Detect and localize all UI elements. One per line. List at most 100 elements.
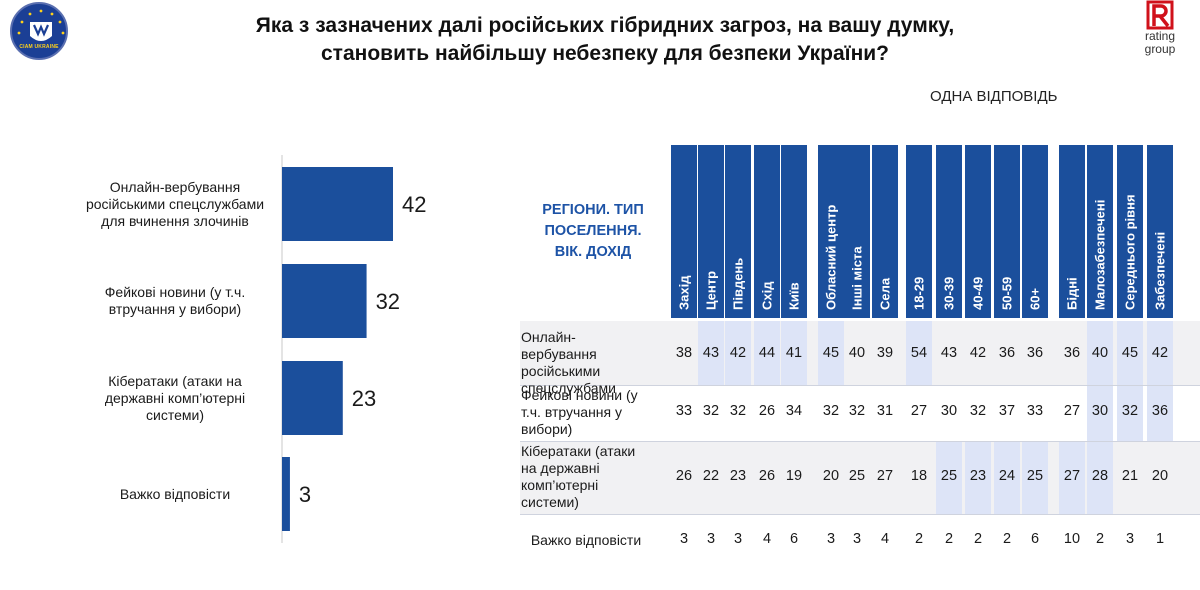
table-row-band: [520, 321, 1200, 385]
highlight-cell: [1087, 385, 1113, 441]
table-header-title-line: ВІК. ДОХІД: [554, 244, 632, 260]
table-cell: 3: [852, 531, 862, 547]
row-label-line: Фейкові новини (у: [521, 386, 638, 403]
bar-category-label-line: Фейкові новини (у т.ч.: [104, 284, 246, 300]
bar-value-label: 3: [299, 482, 311, 507]
table-cell: 1: [1155, 531, 1165, 547]
table-cell: 10: [1063, 531, 1081, 547]
column-header: Малозабезпечені: [1087, 145, 1113, 318]
column-header: Центр: [698, 145, 724, 318]
row-label-line: Важко відповісти: [530, 531, 642, 548]
column-header-label: Центр: [703, 270, 719, 310]
table-cell: 2: [973, 531, 983, 547]
table-cell: 40: [1091, 345, 1109, 361]
bar-category-label: Кібератаки (атаки на державні комп’ютерні…: [75, 373, 275, 424]
highlight-cell: [1022, 441, 1048, 514]
column-header-label: Забезпечені: [1152, 231, 1168, 310]
column-header: 50-59: [994, 145, 1020, 318]
column-header: Київ: [781, 145, 807, 318]
row-label-line: російськими: [521, 362, 601, 379]
highlight-cell: [1147, 321, 1173, 385]
table-cell: 6: [789, 531, 799, 547]
table-cell: 19: [785, 468, 803, 484]
highlight-cell: [781, 321, 807, 385]
table-cell: 3: [733, 531, 743, 547]
table-cell: 34: [785, 403, 803, 419]
title-line-2: становить найбільшу небезпеку для безпек…: [321, 42, 889, 65]
table-header-title-line: РЕГІОНИ. ТИП: [542, 202, 644, 218]
table-cell: 3: [1125, 531, 1135, 547]
highlight-cell: [725, 321, 751, 385]
table-cell: 43: [702, 345, 720, 361]
column-header-label: 50-59: [999, 276, 1015, 310]
column-header-label: 18-29: [911, 276, 927, 310]
table-cell: 26: [758, 403, 776, 419]
row-label-line: вибори): [521, 420, 573, 437]
table-cell: 25: [848, 468, 866, 484]
row-divider: [520, 385, 1200, 386]
column-header: Схід: [754, 145, 780, 318]
table-cell: 32: [822, 403, 840, 419]
column-header-label: Київ: [786, 282, 802, 310]
table-cell: 45: [1121, 345, 1139, 361]
highlight-cell: [936, 441, 962, 514]
table-cell: 30: [1091, 403, 1109, 419]
highlight-cell: [1087, 321, 1113, 385]
column-header: 30-39: [936, 145, 962, 318]
highlight-cell: [1147, 385, 1173, 441]
highlight-cell: [754, 321, 780, 385]
table-cell: 27: [910, 403, 928, 419]
table-cell: 40: [848, 345, 866, 361]
column-header-label: Середнього рівня: [1122, 194, 1138, 310]
table-header-title: РЕГІОНИ. ТИП ПОСЕЛЕННЯ. ВІК. ДОХІД: [528, 200, 658, 263]
logo-emblem-icon: [17, 9, 65, 41]
one-answer-note: ОДНА ВІДПОВІДЬ: [930, 88, 1058, 105]
row-divider: [520, 514, 1200, 515]
table-cell: 36: [998, 345, 1016, 361]
table-cell: 27: [876, 468, 894, 484]
bar-category-label-line: Онлайн-вербування: [109, 178, 241, 195]
highlight-cell: [1117, 385, 1143, 441]
column-header-label: Села: [877, 277, 893, 310]
table-cell: 44: [758, 345, 776, 361]
table-cell: 31: [876, 403, 894, 419]
bar: [282, 167, 393, 241]
bar: [282, 361, 343, 435]
rating-group-logo: rating group: [1130, 0, 1190, 56]
table-cell: 2: [1095, 531, 1105, 547]
table-cell: 42: [729, 345, 747, 361]
row-label-line: системи): [521, 494, 579, 510]
column-header: Села: [872, 145, 898, 318]
table-row-band: [520, 441, 1200, 514]
page-title: Яка з зазначених далі російських гібридн…: [180, 12, 1030, 68]
table-cell: 32: [729, 403, 747, 419]
column-header-label: Бідні: [1064, 277, 1080, 310]
column-header-label: Захід: [676, 275, 692, 310]
table-cell: 54: [910, 345, 928, 361]
table-cell: 39: [876, 345, 894, 361]
bar-value-label: 32: [376, 289, 400, 314]
highlight-cell: [965, 441, 991, 514]
column-header-label: Південь: [730, 257, 746, 310]
table-cell: 27: [1063, 468, 1081, 484]
table-cell: 41: [785, 345, 803, 361]
title-line-1: Яка з зазначених далі російських гібридн…: [255, 14, 955, 37]
table-cell: 20: [1151, 468, 1169, 484]
row-label: Онлайн-вербування російськими спецслужбами: [521, 329, 651, 397]
bar-category-label-line: втручання у вибори): [108, 301, 242, 317]
table-cell: 42: [969, 345, 987, 361]
table-cell: 38: [675, 345, 693, 361]
table-cell: 3: [679, 531, 689, 547]
column-header: Захід: [671, 145, 697, 318]
highlight-cell: [1059, 441, 1085, 514]
table-cell: 21: [1121, 468, 1139, 484]
row-label-line: т.ч. втручання у: [521, 403, 623, 420]
table-cell: 4: [880, 531, 890, 547]
highlight-cell: [906, 321, 932, 385]
highlight-cell: [1117, 321, 1143, 385]
table-cell: 24: [998, 468, 1016, 484]
column-header: 40-49: [965, 145, 991, 318]
table-cell: 33: [675, 403, 693, 419]
table-row-band: [520, 385, 1200, 441]
table-cell: 43: [940, 345, 958, 361]
